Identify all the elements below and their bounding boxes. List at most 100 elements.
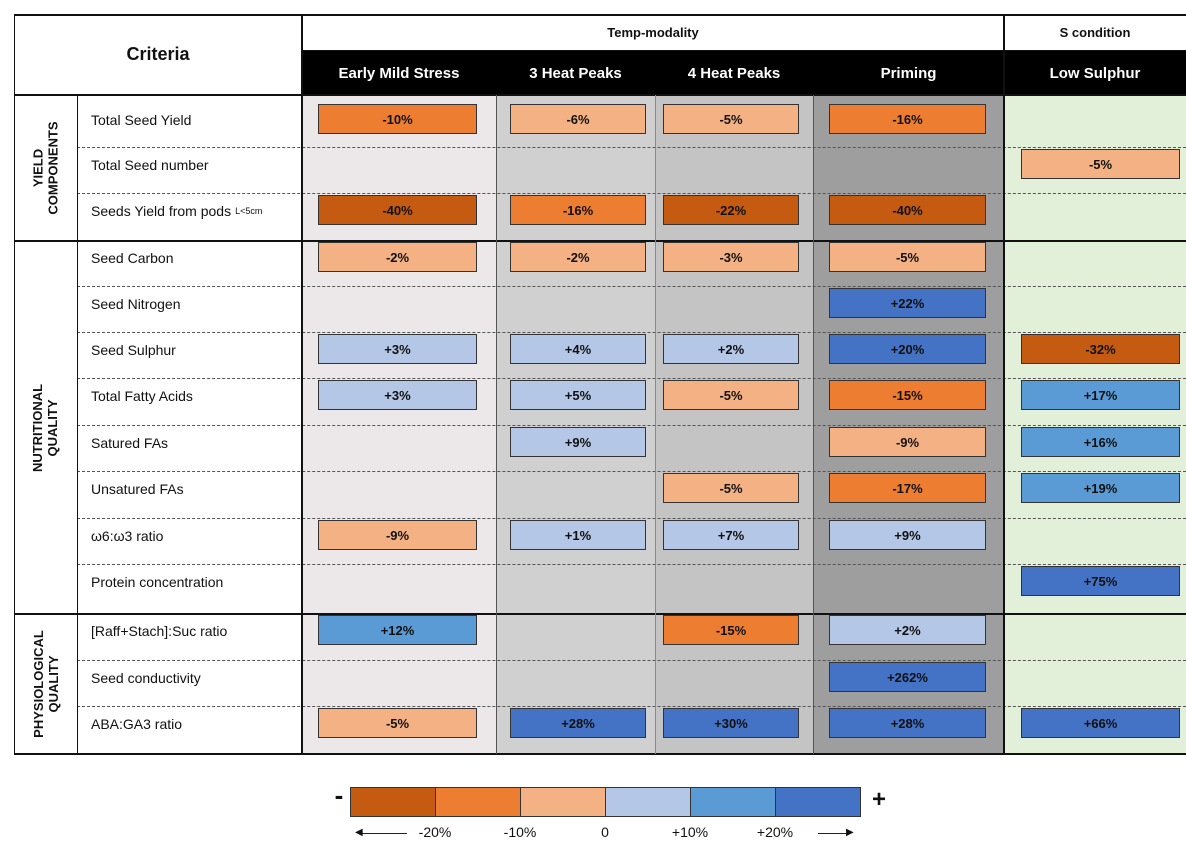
- value-cell: +2%: [829, 615, 986, 645]
- row-label-text: Total Seed Yield: [91, 112, 192, 128]
- group-label: PHYSIOLOGICAL QUALITY: [14, 614, 77, 754]
- group-label-line: YIELD: [30, 148, 46, 188]
- value-cell: +1%: [510, 520, 646, 550]
- value-cell: +9%: [829, 520, 986, 550]
- value-cell: -5%: [1021, 149, 1180, 179]
- row-label: ABA:GA3 ratio: [77, 703, 302, 745]
- row-label-text: Total Seed number: [91, 157, 209, 173]
- legend-swatch: [435, 787, 521, 817]
- legend-arrow-left: [362, 833, 407, 834]
- row-label: Seed conductivity: [77, 657, 302, 699]
- column-divider: [813, 95, 814, 754]
- legend-tick-label: +20%: [756, 824, 794, 840]
- legend-tick-label: 0: [601, 824, 609, 840]
- group-divider: [14, 613, 1186, 615]
- row-separator: [77, 706, 1186, 707]
- row-label: [Raff+Stach]:Suc ratio: [77, 610, 302, 652]
- value-cell: -40%: [318, 195, 477, 225]
- group-label-line: PHYSIOLOGICAL: [30, 630, 46, 738]
- row-separator: [77, 660, 1186, 661]
- row-label: Seed Sulphur: [77, 329, 302, 371]
- value-cell: -15%: [829, 380, 986, 410]
- row-label-text: Seeds Yield from pods: [91, 203, 232, 219]
- header-border-bottom: [14, 94, 1186, 96]
- value-cell: +22%: [829, 288, 986, 318]
- row-label-text: Seed Carbon: [91, 250, 174, 266]
- legend-swatch: [520, 787, 606, 817]
- row-label-text: Seed conductivity: [91, 670, 201, 686]
- legend-arrow-right-head: ▶: [846, 827, 854, 838]
- value-cell: -16%: [510, 195, 646, 225]
- value-cell: +30%: [663, 708, 799, 738]
- value-cell: -2%: [510, 242, 646, 272]
- legend-arrow-left-head: ◀: [355, 827, 363, 838]
- value-cell: +5%: [510, 380, 646, 410]
- value-cell: -5%: [829, 242, 986, 272]
- row-label-text: Seed Nitrogen: [91, 296, 181, 312]
- criteria-header: Criteria: [126, 44, 190, 64]
- group-label-line: NUTRITIONAL: [30, 383, 46, 472]
- legend-swatch: [690, 787, 776, 817]
- column-background: [1004, 95, 1186, 754]
- value-cell: -17%: [829, 473, 986, 503]
- legend-plus: +: [872, 786, 887, 813]
- value-cell: +7%: [663, 520, 799, 550]
- value-cell: +2%: [663, 334, 799, 364]
- value-cell: -3%: [663, 242, 799, 272]
- column-divider: [655, 95, 656, 754]
- row-label: Seeds Yield from pods L<5cm: [77, 190, 302, 232]
- row-label: Seed Carbon: [77, 237, 302, 279]
- row-label-text: Satured FAs: [91, 435, 169, 451]
- group-label-text: PHYSIOLOGICAL QUALITY: [31, 630, 61, 738]
- group-label-line: QUALITY: [45, 655, 61, 713]
- value-cell: -5%: [663, 473, 799, 503]
- row-label: Protein concentration: [77, 561, 302, 603]
- value-cell: -9%: [318, 520, 477, 550]
- group-header-s-condition: S condition: [1059, 25, 1131, 40]
- row-label: Total Fatty Acids: [77, 375, 302, 417]
- legend-swatch: [605, 787, 691, 817]
- row-separator: [77, 564, 1186, 565]
- row-label: Total Seed Yield: [77, 99, 302, 141]
- value-cell: -5%: [663, 104, 799, 134]
- value-cell: +9%: [510, 427, 646, 457]
- column-header: 3 Heat Peaks: [496, 51, 655, 95]
- row-separator: [77, 286, 1186, 287]
- row-separator: [77, 471, 1186, 472]
- column-header: Early Mild Stress: [302, 51, 496, 95]
- value-cell: -32%: [1021, 334, 1180, 364]
- value-cell: -16%: [829, 104, 986, 134]
- row-separator: [77, 518, 1186, 519]
- legend-tick-label: -20%: [418, 824, 452, 840]
- value-cell: -2%: [318, 242, 477, 272]
- row-label: ω6:ω3 ratio: [77, 515, 302, 557]
- row-separator: [77, 193, 1186, 194]
- value-cell: +28%: [829, 708, 986, 738]
- value-cell: -22%: [663, 195, 799, 225]
- value-cell: +12%: [318, 615, 477, 645]
- value-cell: +262%: [829, 662, 986, 692]
- row-separator: [77, 147, 1186, 148]
- group-divider: [14, 240, 1186, 242]
- value-cell: +3%: [318, 334, 477, 364]
- row-label-text: [Raff+Stach]:Suc ratio: [91, 623, 228, 639]
- row-label-text: Protein concentration: [91, 574, 224, 590]
- legend-tick-label: -10%: [503, 824, 537, 840]
- group-label-line: QUALITY: [45, 398, 61, 457]
- row-label: Total Seed number: [77, 144, 302, 186]
- row-separator: [77, 332, 1186, 333]
- row-label-text: Seed Sulphur: [91, 342, 176, 358]
- row-label-text: ω6:ω3 ratio: [91, 528, 164, 544]
- table-border-top: [14, 14, 1186, 16]
- row-label-text: ABA:GA3 ratio: [91, 716, 183, 732]
- row-label-subscript: L<5cm: [235, 206, 263, 216]
- value-cell: -5%: [663, 380, 799, 410]
- legend-minus: -: [334, 780, 344, 810]
- value-cell: +19%: [1021, 473, 1180, 503]
- group-label-text: NUTRITIONAL QUALITY: [31, 383, 61, 471]
- legend-swatch: [775, 787, 861, 817]
- row-label: Satured FAs: [77, 422, 302, 464]
- value-cell: +4%: [510, 334, 646, 364]
- column-divider: [1003, 14, 1005, 754]
